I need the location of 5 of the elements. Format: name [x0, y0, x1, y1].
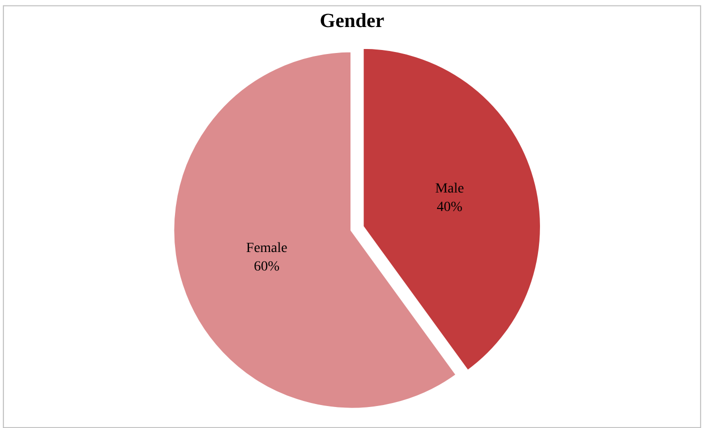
slice-label: Male: [435, 182, 464, 197]
data-label: 40%: [436, 200, 463, 215]
data-label: 60%: [254, 259, 280, 274]
slice-label: Female: [246, 241, 288, 256]
chart-title: Gender: [320, 10, 384, 32]
